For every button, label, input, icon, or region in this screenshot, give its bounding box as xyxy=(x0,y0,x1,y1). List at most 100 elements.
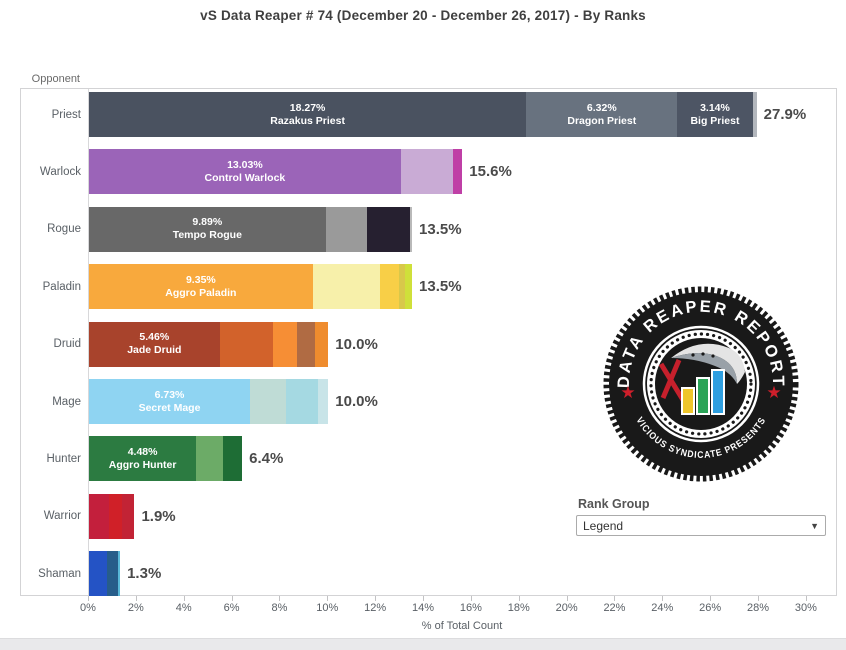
x-axis-tick-label: 28% xyxy=(747,602,770,614)
stacked-bar xyxy=(89,551,121,597)
total-label: 10.0% xyxy=(335,335,378,353)
category-label: Mage xyxy=(52,395,81,408)
bar-segment[interactable]: 6.32% Dragon Priest xyxy=(526,92,678,137)
category-label: Shaman xyxy=(38,567,81,580)
bar-segment[interactable] xyxy=(89,551,107,597)
stamp-right-star-icon: ★ xyxy=(766,383,781,402)
category-label: Priest xyxy=(51,108,81,121)
x-axis-tick-label: 30% xyxy=(794,602,817,614)
bar-row: Rogue 9.89% Tempo Rogue 13.5% xyxy=(21,206,836,252)
bar-segment[interactable] xyxy=(752,92,757,137)
segment-label: 13.03% Control Warlock xyxy=(204,158,286,184)
bar-row: Paladin 9.35% Aggro Paladin 13.5% xyxy=(21,264,836,310)
bar-row: Hunter 4.48% Aggro Hunter 6.4% xyxy=(21,436,836,482)
bar-segment[interactable] xyxy=(117,551,121,597)
x-axis-tick-mark xyxy=(135,596,137,601)
bar-segment[interactable] xyxy=(196,436,223,482)
bar-segment[interactable]: 13.03% Control Warlock xyxy=(89,149,401,195)
x-axis-tick-label: 22% xyxy=(603,602,626,614)
segment-label: 9.89% Tempo Rogue xyxy=(172,216,242,242)
bar-segment[interactable]: 9.35% Aggro Paladin xyxy=(89,264,313,310)
bar-segment[interactable] xyxy=(89,493,110,539)
bar-segment[interactable] xyxy=(453,149,463,195)
bar-row: Warlock 13.03% Control Warlock 15.6% xyxy=(21,149,836,195)
stamp-left-star-icon: ★ xyxy=(620,383,635,402)
x-axis-tick-label: 18% xyxy=(507,602,530,614)
x-axis-tick-mark xyxy=(662,596,664,601)
stacked-bar: 5.46% Jade Druid xyxy=(89,321,329,367)
total-label: 10.0% xyxy=(335,393,378,410)
segment-label: 5.46% Jade Druid xyxy=(127,331,182,357)
x-axis-tick-label: 6% xyxy=(223,602,240,614)
total-label: 1.9% xyxy=(141,507,176,525)
rank-group-dropdown[interactable]: Legend ▼ xyxy=(576,515,826,536)
x-axis-tick-label: 16% xyxy=(459,602,482,614)
bar-segment[interactable] xyxy=(273,321,297,367)
x-axis-tick-mark xyxy=(758,596,760,601)
bar-segment[interactable] xyxy=(219,321,274,367)
bar-segment[interactable]: 3.14% Big Priest xyxy=(677,92,753,137)
bar-row: Mage 6.73% Secret Mage 10.0% xyxy=(21,379,836,424)
stacked-bar: 18.27% Razakus Priest 6.32% Dragon Priest 3.… xyxy=(89,92,757,137)
bar-segment[interactable] xyxy=(325,206,367,252)
y-axis-label: Opponent xyxy=(31,73,80,85)
segment-label: 9.35% Aggro Paladin xyxy=(165,273,237,299)
x-axis-tick-label: 26% xyxy=(699,602,722,614)
bar-row: Warrior 1.9% xyxy=(21,493,836,539)
x-axis-tick-label: 2% xyxy=(127,602,144,614)
bar-segment[interactable] xyxy=(405,264,413,310)
bar-segment[interactable] xyxy=(106,551,118,597)
bar-segment[interactable] xyxy=(400,149,454,195)
x-axis-tick-mark xyxy=(279,596,281,601)
x-axis-tick-label: 0% xyxy=(80,602,96,614)
category-label: Hunter xyxy=(46,452,81,465)
x-axis-tick-mark xyxy=(375,596,377,601)
bar-row: Priest 18.27% Razakus Priest 6.32% Dragon Pr… xyxy=(21,92,836,137)
x-axis-tick-mark xyxy=(566,596,568,601)
bar-segment[interactable] xyxy=(250,379,286,424)
x-axis-tick-mark xyxy=(710,596,712,601)
bar-segment[interactable]: 6.73% Secret Mage xyxy=(89,379,251,424)
category-label: Warrior xyxy=(43,510,81,523)
bar-segment[interactable] xyxy=(109,493,123,539)
x-axis-tick-mark xyxy=(327,596,329,601)
bar-chart-icon xyxy=(681,369,725,415)
rank-group-label: Rank Group xyxy=(578,497,650,511)
bar-segment[interactable] xyxy=(318,379,329,424)
bar-segment[interactable] xyxy=(399,264,406,310)
bar-segment[interactable] xyxy=(366,206,410,252)
category-label: Warlock xyxy=(39,165,81,178)
x-axis-tick-mark xyxy=(805,596,807,601)
total-label: 13.5% xyxy=(419,278,462,296)
bar-segment[interactable] xyxy=(285,379,319,424)
bar-segment[interactable] xyxy=(223,436,243,482)
x-axis-tick-label: 10% xyxy=(316,602,339,614)
segment-label: 4.48% Aggro Hunter xyxy=(108,445,177,471)
reaper-scythe-icon xyxy=(658,343,745,402)
total-label: 1.3% xyxy=(127,565,162,583)
x-axis-tick-mark xyxy=(423,596,425,601)
bar-segment[interactable] xyxy=(312,264,380,310)
x-axis-tick-mark xyxy=(518,596,520,601)
bottom-edge-strip xyxy=(0,638,846,650)
bar-segment[interactable]: 9.89% Tempo Rogue xyxy=(89,206,326,252)
bar-segment[interactable]: 4.48% Aggro Hunter xyxy=(89,436,197,482)
bar-segment[interactable] xyxy=(315,321,329,367)
x-axis-tick-label: 8% xyxy=(271,602,288,614)
x-axis-tick-mark xyxy=(183,596,185,601)
x-axis-tick-label: 12% xyxy=(364,602,387,614)
bar-segment[interactable] xyxy=(379,264,400,310)
segment-label: 6.32% Dragon Priest xyxy=(567,101,637,127)
x-axis-tick-label: 14% xyxy=(412,602,435,614)
bar-segment[interactable]: 18.27% Razakus Priest xyxy=(89,92,527,137)
x-axis-tick-label: 24% xyxy=(651,602,674,614)
total-label: 6.4% xyxy=(249,450,284,468)
bar-segment[interactable]: 5.46% Jade Druid xyxy=(89,321,220,367)
bar-segment[interactable] xyxy=(296,321,316,367)
stacked-bar: 9.35% Aggro Paladin xyxy=(89,264,413,310)
total-label: 27.9% xyxy=(763,106,807,123)
bar-segment[interactable] xyxy=(409,206,413,252)
data-reaper-stamp-logo: DATA REAPER REPORT VICIOUS SYNDICATE PRE… xyxy=(603,286,799,482)
bar-segment[interactable] xyxy=(122,493,135,539)
x-axis-tick-mark xyxy=(614,596,616,601)
